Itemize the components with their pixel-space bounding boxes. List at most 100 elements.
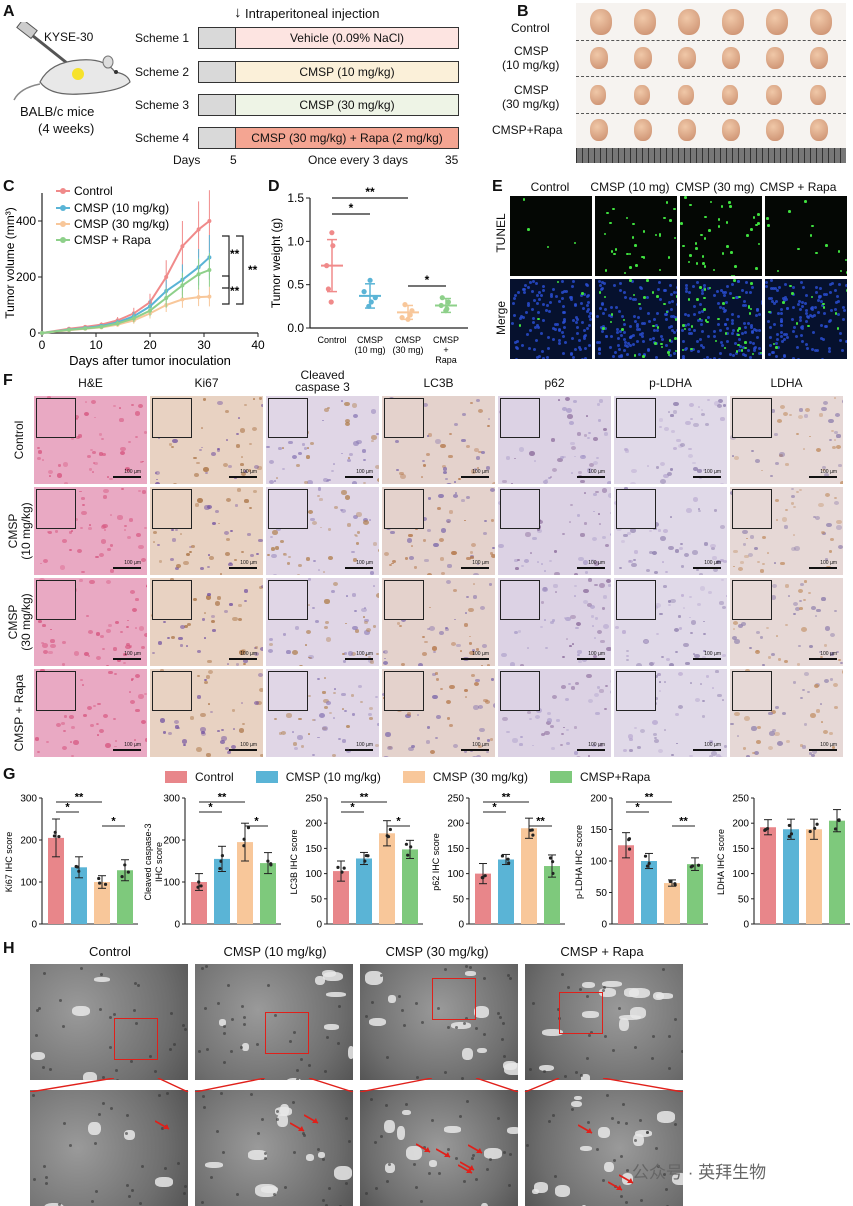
tumor-specimen [766,47,784,69]
g-y-tick-label: 50 [453,894,465,905]
scale-label: 100 µm [704,742,721,748]
scale-label: 100 µm [588,742,605,748]
scale-bar [461,658,489,660]
d-x-tick-label: CMSP [395,335,421,345]
d-data-point [328,299,334,305]
d-data-point [361,289,367,295]
scale-label: 100 µm [356,560,373,566]
scale-label: 100 µm [472,560,489,566]
g-data-point [219,859,223,863]
scheme-2-bar: CMSP (10 mg/kg) [235,61,459,83]
g-data-point [123,863,127,867]
g-data-point [813,826,817,830]
scheme-3-label: Scheme 3 [135,98,190,112]
merge-image [510,279,592,359]
ihc-col-header: LC3B [423,376,454,390]
g-y-axis-label: p-LDHA IHC score [574,825,584,899]
g-data-point [763,828,767,832]
panel-label-f: F [3,372,13,389]
zoom-inset [36,580,76,620]
c-y-tick-label: 400 [16,214,36,228]
tumor-specimen [810,85,826,105]
scale-bar [113,476,141,478]
connector-line [602,1078,684,1092]
d-x-tick-label: (30 mg) [392,345,423,355]
g-legend-swatch-cmsp10 [255,771,278,783]
scheme-4-bar: CMSP (30 mg/kg) + Rapa (2 mg/kg) [235,127,459,149]
zoom-inset [36,489,76,529]
g-sig-label: ** [645,792,654,804]
em-image-overview [195,964,353,1080]
ihc-image: 100 µm [266,578,379,666]
red-arrow-icon [578,1124,593,1134]
g-bar [829,820,845,924]
scale-bar [809,476,837,478]
g-y-tick-label: 0 [601,920,607,931]
g-y-tick-label: 250 [305,794,322,805]
mouse-injection-icon [13,22,131,101]
scale-label: 100 µm [240,560,257,566]
ihc-image: 100 µm [498,487,611,575]
g-data-point [668,879,672,884]
zoom-inset [500,671,540,711]
em-image-overview [360,964,518,1080]
scale-bar [345,476,373,478]
scale-label: 100 µm [588,469,605,475]
scale-bar [229,749,257,751]
mouse-age-label: (4 weeks) [38,121,95,136]
g-data-point [386,835,391,839]
g-legend-label-rapa: CMSP+Rapa [579,770,651,784]
panel-label-e: E [492,178,503,195]
ihc-image: 100 µm [34,487,147,575]
g-bar [356,858,372,924]
g-sig-label: ** [536,816,545,828]
c-x-tick-label: 40 [251,338,265,352]
tumor-specimen [766,85,782,105]
zoom-inset [268,489,308,529]
tumor-row-label-cmsp30-a: CMSP [514,83,549,97]
g-y-tick-label: 100 [163,878,180,889]
g-y-tick-label: 250 [447,794,464,805]
scale-label: 100 µm [472,742,489,748]
ihc-image: 100 µm [614,578,727,666]
zoom-inset [384,671,424,711]
tumor-specimen [766,119,784,141]
g-y-tick-label: 150 [590,825,607,836]
g-bar [783,829,799,924]
tumor-specimen [810,47,828,69]
g-data-point [409,845,413,849]
g-data-point [483,874,487,878]
c-legend-marker [60,188,66,194]
tunel-image [765,196,847,276]
g-sig-label: * [492,802,497,814]
g-y-axis-label: Ki67 IHC score [4,832,14,893]
d-y-tick-label: 0.0 [287,321,304,335]
days-label: Days [173,153,201,167]
d-data-point [439,295,445,301]
g-data-point [815,822,819,826]
c-legend-marker [60,221,66,227]
g-data-point [530,828,534,832]
ihc-image: 100 µm [382,578,495,666]
zoom-inset [36,671,76,711]
scale-bar [229,658,257,660]
d-x-tick-label: Control [317,335,346,345]
tunel-col-cmsp10: CMSP (10 mg) [590,180,670,194]
g-data-point [388,827,392,832]
zoom-inset [152,398,192,438]
ihc-image: 100 µm [614,669,727,757]
g-data-point [531,833,535,837]
scheme-4-lead [198,127,236,149]
ihc-image: 100 µm [34,396,147,484]
zoom-inset [268,398,308,438]
g-y-tick-label: 250 [732,794,749,805]
g-data-point [833,827,838,831]
scale-bar [461,749,489,751]
scale-bar [577,567,605,569]
g-bar [687,864,703,924]
g-sig-label: ** [679,816,688,828]
g-y-tick-label: 200 [447,819,464,830]
g-sig-label: ** [75,792,84,804]
day-start: 5 [230,153,237,167]
g-bar [521,828,537,924]
